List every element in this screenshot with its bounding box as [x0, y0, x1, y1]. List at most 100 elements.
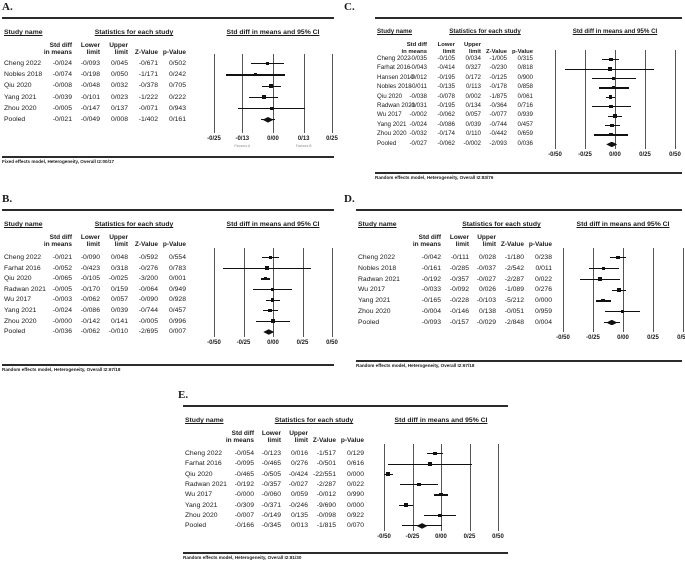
bottom-rule: [356, 360, 682, 362]
stat-cell: 0/141: [110, 317, 128, 325]
stats-header: Statistics for each study: [462, 221, 541, 228]
stat-cell: 0/026: [478, 286, 496, 294]
stat-cell: -0/024: [52, 307, 72, 314]
pooled-diamond-marker: [262, 117, 274, 123]
stat-cell: 0/022: [534, 275, 552, 283]
stat-cell: -0/005: [138, 317, 158, 325]
stat-cell: -0/592: [138, 254, 158, 261]
plot-gridline: [653, 248, 654, 332]
plot-gridline: [683, 248, 684, 332]
stat-cell: 0/050: [110, 71, 128, 79]
stat-cell: 0/939: [517, 111, 533, 119]
plot-gridline: [615, 50, 616, 149]
point-estimate-marker: [608, 95, 613, 99]
study-name: Wu 2017: [4, 296, 32, 304]
stat-cell: 0/000: [534, 297, 552, 305]
stat-cell: -0/021: [52, 116, 72, 123]
column-header-line1: Lower: [80, 234, 100, 241]
stat-cell: -1/180: [504, 254, 524, 261]
stat-cell: -0/744: [138, 307, 158, 314]
study-name: Wu 2017: [377, 111, 402, 119]
stat-cell: -0/098: [316, 511, 336, 519]
study-name: Cheng 2022: [185, 450, 223, 457]
plot-gridline: [412, 444, 414, 531]
stat-cell: -0/027: [288, 480, 308, 488]
model-footer-note: Fixed effects model, Heterogeneity, Over…: [2, 158, 114, 164]
point-estimate-marker: [265, 266, 269, 270]
stat-cell: -0/111: [450, 254, 469, 261]
model-footer-note: Random effects model, Heterogeneity, Ove…: [183, 554, 302, 560]
stat-cell: 0/242: [168, 71, 186, 79]
column-header-line1: Upper: [109, 42, 128, 49]
stat-cell: -0/012: [316, 491, 336, 499]
stat-cell: -0/060: [261, 491, 281, 499]
column-header-line2: in means: [43, 49, 72, 56]
stat-cell: -0/002: [409, 111, 427, 119]
plot-gridline: [563, 248, 564, 332]
axis-tick-label: -0/25: [586, 335, 600, 341]
stat-cell: -0/031: [409, 102, 427, 109]
study-name: Yang 2021: [358, 297, 391, 305]
stat-cell: 0/028: [478, 254, 496, 261]
stats-header: Statistics for each study: [94, 221, 174, 228]
top-rule: [375, 17, 682, 19]
study-name-header: Study name: [358, 221, 397, 228]
study-name: Zhou 2020: [185, 511, 218, 519]
stat-cell: 0/008: [110, 116, 128, 123]
stat-cell: -1/517: [316, 450, 336, 457]
model-footer-note: Random effects model, Heterogeneity, Ove…: [2, 366, 121, 372]
point-estimate-marker: [265, 61, 270, 66]
stat-cell: -0/036: [52, 328, 72, 336]
stat-cell: -5/212: [504, 297, 524, 305]
stat-cell: -0/012: [409, 73, 427, 81]
stat-cell: -0/077: [489, 111, 507, 119]
column-header-line1: Upper: [477, 234, 496, 241]
stat-cell: -0/003: [52, 296, 72, 304]
stat-cell: -0/125: [489, 73, 507, 81]
study-name-header: Study name: [185, 417, 224, 424]
panel-content: Study name Statistics for each study Std d…: [375, 2, 682, 186]
panel-content: Study name Statistics for each study Std d…: [356, 194, 685, 374]
column-header-line1: Std diff: [49, 234, 72, 241]
column-header-line2: limit: [267, 437, 281, 444]
axis-tick-label: 0/00: [609, 152, 621, 158]
stat-cell: -0/000: [234, 491, 254, 499]
plot-gridline: [242, 54, 244, 133]
stat-cell: 0/996: [168, 317, 186, 325]
study-name: Zhou 2020: [4, 317, 37, 325]
stats-header: Statistics for each study: [274, 417, 354, 424]
study-name: Nobles 2018: [4, 71, 43, 79]
point-estimate-marker: [428, 462, 432, 466]
column-header-line2: Z-Value: [312, 437, 336, 444]
stat-cell: -0/048: [80, 82, 100, 90]
stat-cell: -0/021: [52, 254, 72, 261]
stat-cell: -0/744: [489, 120, 507, 128]
stat-cell: -0/105: [437, 55, 455, 62]
stat-cell: -2/287: [504, 275, 524, 283]
stat-cell: 0/113: [465, 83, 481, 91]
stat-cell: -0/074: [52, 71, 72, 79]
stat-cell: -2/848: [504, 318, 524, 326]
stat-cell: -0/078: [437, 92, 455, 100]
bottom-rule: [183, 552, 508, 554]
study-name: Cheng 2022: [4, 60, 42, 67]
point-estimate-marker: [270, 287, 275, 292]
stat-cell: -3/200: [138, 275, 158, 283]
stat-cell: -0/092: [449, 286, 469, 294]
bottom-rule: [375, 172, 682, 174]
stat-cell: -0/135: [437, 83, 455, 91]
stat-cell: -0/170: [80, 285, 100, 293]
stat-cell: 0/039: [465, 120, 481, 128]
stat-cell: 0/172: [465, 73, 481, 81]
pooled-diamond-marker: [606, 319, 618, 326]
plot-title: Std diff in means and 95% CI: [572, 28, 658, 35]
study-name: Wu 2017: [185, 491, 213, 499]
forest-panel-b: B. Study name Statistics for each study Std…: [2, 193, 338, 378]
stat-cell: -0/195: [437, 102, 455, 109]
stat-cell: -2/695: [138, 328, 158, 336]
stat-cell: 0/327: [465, 64, 481, 72]
bottom-rule: [2, 156, 334, 158]
stat-cell: -0/002: [463, 139, 481, 147]
stat-cell: 0/039: [110, 307, 128, 314]
